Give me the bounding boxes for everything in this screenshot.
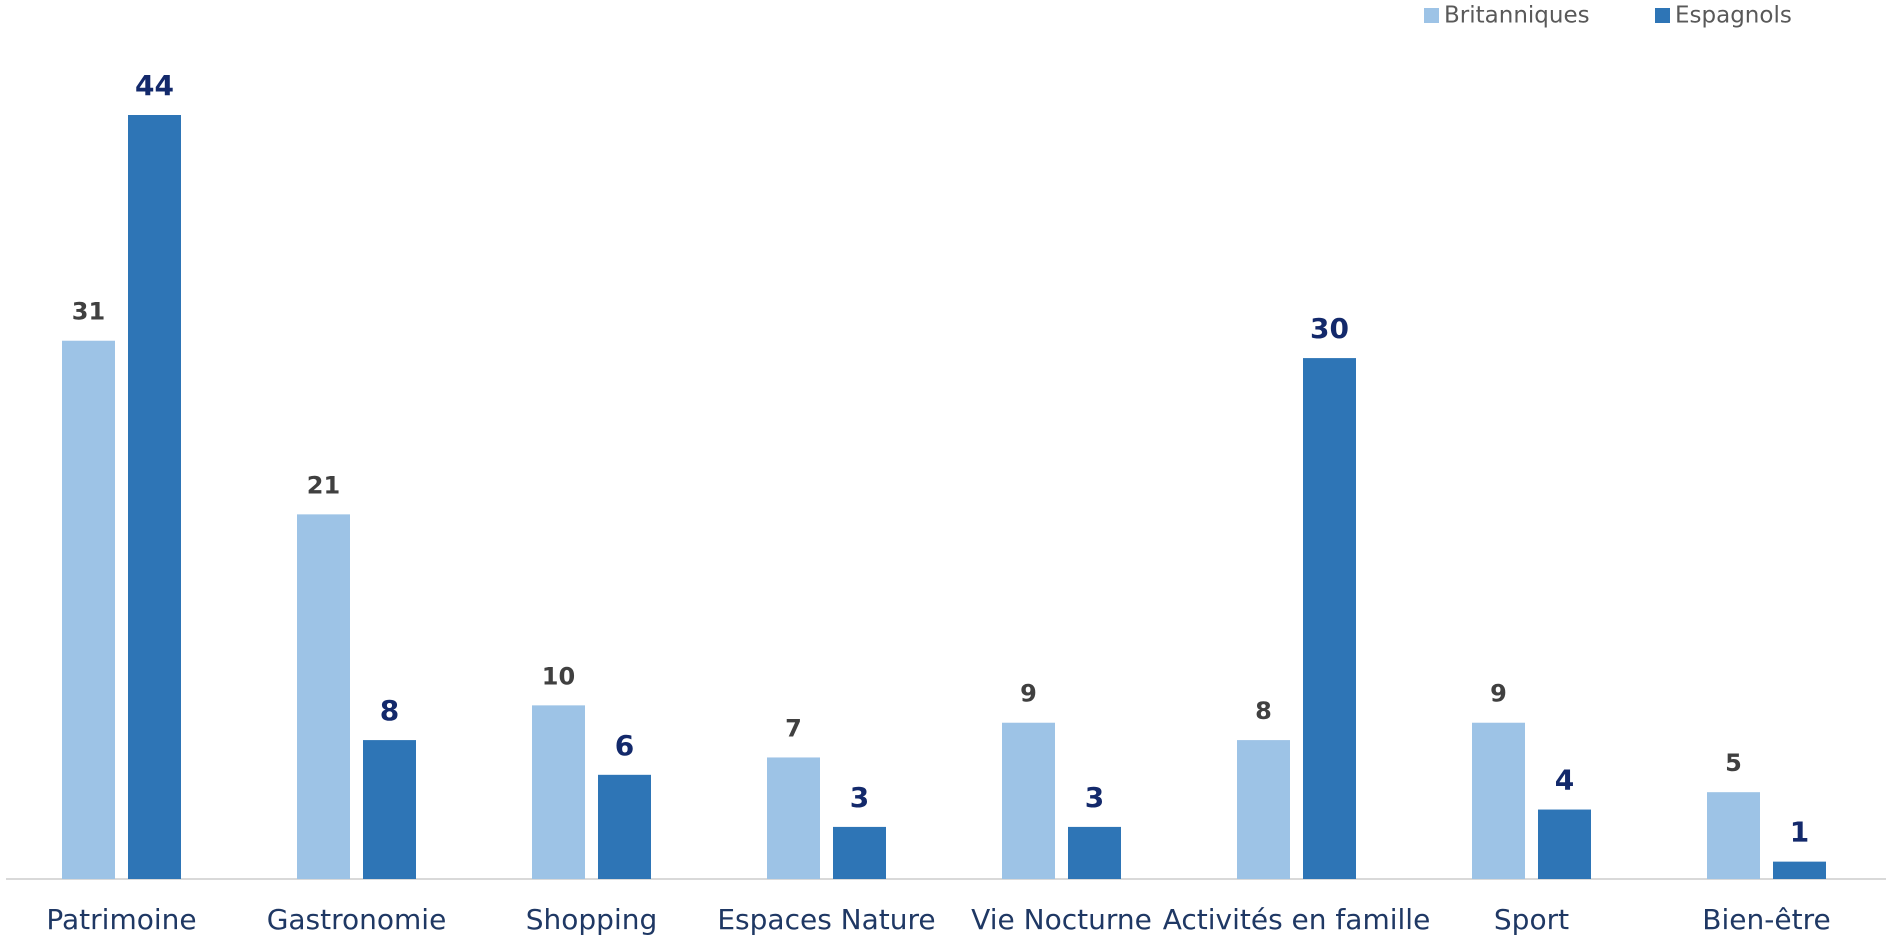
data-label: 8: [380, 694, 399, 727]
bar: [1773, 861, 1826, 879]
data-label: 9: [1490, 680, 1507, 708]
x-tick-label: Sport: [1494, 903, 1569, 936]
data-label: 7: [785, 714, 802, 742]
x-tick-label: Gastronomie: [267, 903, 447, 936]
legend-swatch: [1424, 8, 1439, 23]
bar: [1707, 792, 1760, 879]
bar: [128, 115, 181, 879]
data-label: 10: [542, 662, 575, 690]
x-tick-label: Shopping: [526, 903, 658, 936]
bar: [532, 705, 585, 879]
x-tick-label: Vie Nocturne: [971, 903, 1152, 936]
legend-swatch: [1655, 8, 1670, 23]
bar: [1237, 740, 1290, 879]
legend-label: Britanniques: [1444, 3, 1590, 29]
bar: [1002, 722, 1055, 879]
data-label: 5: [1725, 749, 1742, 777]
bar: [1068, 826, 1121, 879]
bar: [1538, 809, 1591, 879]
data-label: 8: [1255, 697, 1272, 725]
data-label: 30: [1310, 312, 1349, 345]
data-label: 4: [1555, 764, 1574, 797]
data-label: 9: [1020, 680, 1037, 708]
x-tick-label: Espaces Nature: [717, 903, 935, 936]
data-label: 21: [307, 471, 340, 499]
x-tick-label: Activités en famille: [1163, 903, 1431, 936]
data-label: 3: [850, 781, 869, 814]
bar: [1303, 358, 1356, 879]
data-label: 1: [1790, 816, 1809, 849]
bar: [767, 757, 820, 879]
bar: [833, 826, 886, 879]
x-tick-label: Bien-être: [1702, 903, 1830, 936]
bar: [62, 340, 115, 879]
data-label: 44: [135, 69, 174, 102]
bar: [297, 514, 350, 879]
data-label: 31: [72, 298, 105, 326]
legend-label: Espagnols: [1675, 3, 1792, 29]
bar: [1472, 722, 1525, 879]
data-label: 3: [1085, 781, 1104, 814]
bar: [598, 774, 651, 879]
data-label: 6: [615, 729, 634, 762]
x-tick-label: Patrimoine: [46, 903, 196, 936]
bar: [363, 740, 416, 879]
